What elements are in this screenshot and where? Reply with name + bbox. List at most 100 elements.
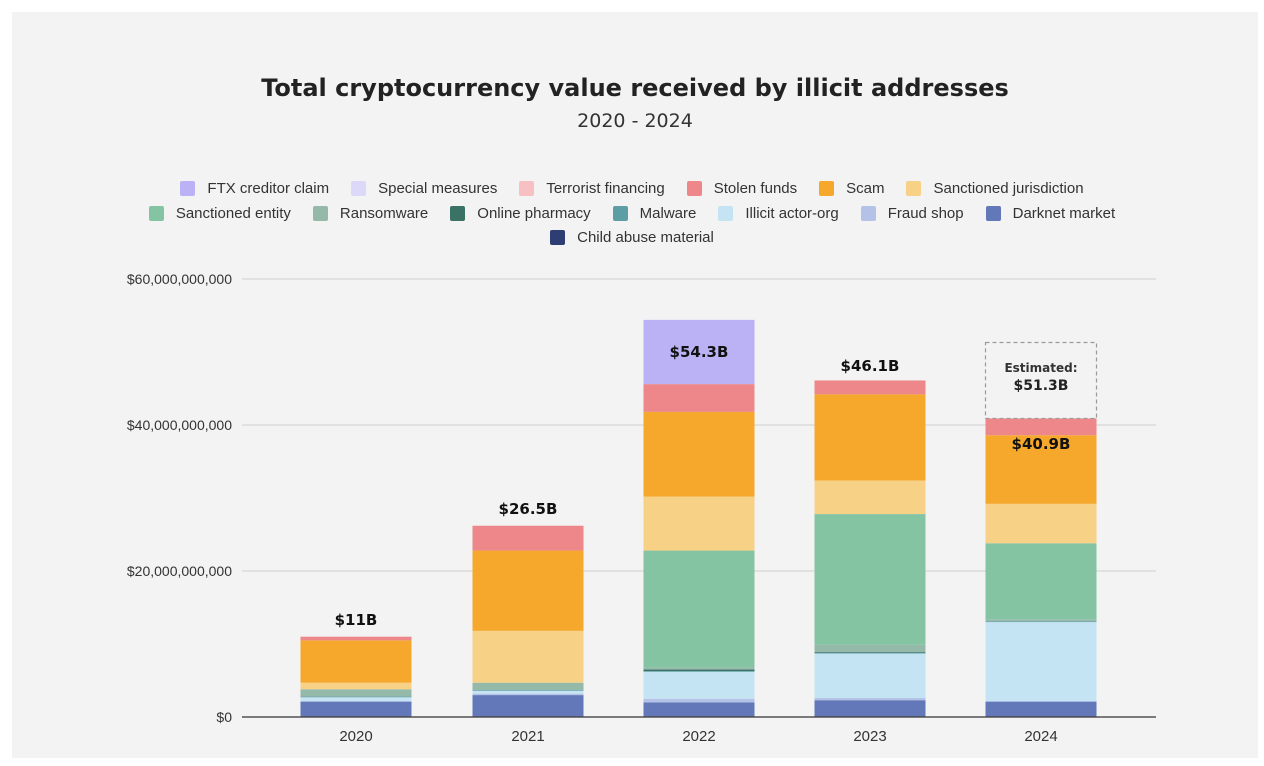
bar-segment [814,514,926,645]
bar-segment [814,480,926,515]
bar-segment [643,671,755,699]
bar-segment [643,698,755,703]
legend-label: Child abuse material [577,229,714,246]
bar-segment [985,435,1097,504]
bar-segment [643,669,755,672]
bar-segment [985,621,1097,623]
legend-item: Online pharmacy [450,205,591,222]
legend-swatch [450,206,466,221]
bar-segment [300,696,412,698]
legend-label: Scam [846,180,885,197]
legend-row: FTX creditor claim Special measures Terror… [0,180,1264,197]
estimated-box [984,341,1098,420]
bar-segment [472,550,584,631]
total-label: $54.3B [670,343,729,361]
bar-segment [472,695,584,717]
legend-label: Special measures [378,180,498,197]
legend-row: Child abuse material [0,229,1264,246]
bar-segment [300,682,412,690]
legend-swatch [860,206,876,221]
legend-swatch [612,206,628,221]
legend-item: Sanctioned entity [148,205,291,222]
total-label: $26.5B [499,500,558,518]
legend-item: Malware [612,205,697,222]
bar-segment [814,652,926,653]
legend-swatch [985,206,1001,221]
legend-label: Ransomware [339,205,429,222]
bar-segment [643,702,755,717]
legend-label: Online pharmacy [477,205,591,222]
y-tick-label: $0 [216,709,232,725]
legend-swatch [148,206,164,221]
bar-segment [300,701,412,717]
bar-segment [814,698,926,701]
legend-label: Stolen funds [713,180,798,197]
y-tick-label: $40,000,000,000 [127,417,232,433]
bar-segment [643,411,755,497]
x-tick-label: 2021 [511,728,544,745]
bar-segment [300,700,412,702]
legend-swatch [351,181,367,196]
bar-segment [643,496,755,551]
bar-segment [643,384,755,412]
bar-segment [985,700,1097,702]
legend-swatch [180,181,196,196]
bar-segment [814,644,926,653]
legend-item: Special measures [351,180,497,197]
legend-label: Sanctioned jurisdiction [933,180,1084,197]
legend-item: Fraud shop [860,205,964,222]
bar-segment [643,319,755,385]
legend-label: Darknet market [1012,205,1116,222]
legend-item: FTX creditor claim [180,180,329,197]
legend-label: Illicit actor-org [745,205,839,222]
total-label: $11B [335,611,378,629]
estimated-label: Estimated: [1004,361,1077,375]
bar-segment [472,682,584,690]
bar-segment [300,636,412,641]
legend-item: Darknet market [985,205,1116,222]
total-label: $40.9B [1012,435,1071,453]
legend-item: Child abuse material [550,229,714,246]
x-tick-label: 2023 [853,728,886,745]
legend-item: Ransomware [312,205,429,222]
legend-swatch [550,230,566,245]
legend-swatch [819,181,835,196]
y-tick-label: $20,000,000,000 [127,563,232,579]
bar-segment [985,701,1097,717]
bar-segment [985,503,1097,544]
bar-segment [643,671,755,672]
bar-segment [643,550,755,668]
legend-label: Fraud shop [887,205,964,222]
bar-segment [472,693,584,696]
legend-swatch [312,206,328,221]
estimated-value: $51.3B [1014,378,1069,394]
legend-swatch [686,181,702,196]
legend-item: Illicit actor-org [718,205,839,222]
legend-item: Scam [819,180,884,197]
bar-segment [814,380,926,395]
legend-swatch [906,181,922,196]
legend-item: Sanctioned jurisdiction [906,180,1084,197]
legend-swatch [718,206,734,221]
legend-label: Malware [639,205,697,222]
chart-title: Total cryptocurrency value received by i… [261,74,1009,102]
bar-segment [985,418,1097,436]
bar-segment [814,700,926,717]
bar-segment [472,689,584,691]
bar-segment [643,667,755,670]
bar-segment [814,652,926,654]
legend-row: Sanctioned entity Ransomware Online pharma… [0,205,1264,222]
y-tick-label: $60,000,000,000 [127,271,232,287]
legend-item: Terrorist financing [519,180,665,197]
bar-segment [814,394,926,481]
bar-segment [985,619,1097,622]
bar-segment [814,653,926,699]
x-tick-label: 2020 [339,728,372,745]
bar-segment [472,690,584,694]
x-tick-label: 2022 [682,728,715,745]
legend-label: Sanctioned entity [175,205,291,222]
x-tick-label: 2024 [1024,728,1057,745]
legend-swatch [519,181,535,196]
bar-segment [472,525,584,551]
legend-label: FTX creditor claim [207,180,330,197]
